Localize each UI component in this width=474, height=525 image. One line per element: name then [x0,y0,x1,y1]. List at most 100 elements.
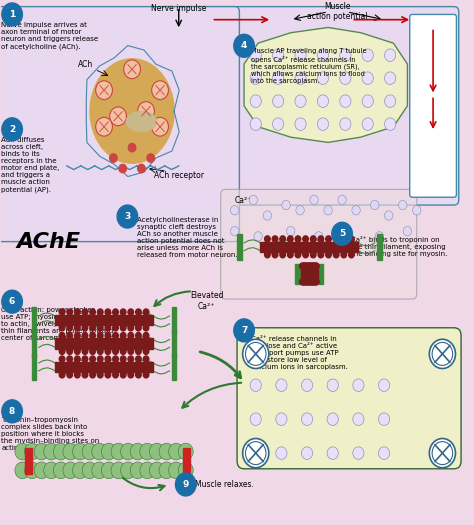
Circle shape [113,356,118,362]
Circle shape [384,211,393,220]
Circle shape [109,154,117,162]
Circle shape [287,226,295,236]
Circle shape [333,236,339,242]
Circle shape [429,339,456,369]
Circle shape [105,332,110,339]
Circle shape [67,356,73,362]
Circle shape [375,232,383,241]
Circle shape [82,332,88,339]
Circle shape [63,462,78,479]
Circle shape [301,379,313,392]
Bar [377,234,382,260]
Circle shape [120,332,126,339]
Circle shape [113,372,118,378]
Circle shape [175,473,196,496]
Circle shape [250,413,261,425]
Circle shape [98,309,103,315]
Bar [319,264,323,285]
Circle shape [301,279,307,285]
Circle shape [310,195,318,205]
Circle shape [74,324,80,331]
Bar [55,338,153,349]
Bar [260,242,358,252]
Circle shape [317,72,328,85]
Circle shape [120,356,126,362]
Circle shape [90,309,95,315]
Circle shape [362,118,374,130]
Circle shape [74,372,80,378]
Text: Muscle
action potential: Muscle action potential [307,2,368,22]
Circle shape [264,251,270,258]
Text: Ca²⁺ binds to troponin on
the thin filament, exposing
the binding site for myosi: Ca²⁺ binds to troponin on the thin filam… [351,236,448,257]
Circle shape [98,372,103,378]
Circle shape [230,206,239,215]
Circle shape [2,400,22,423]
Text: Muscle relaxes.: Muscle relaxes. [195,480,254,489]
Circle shape [230,226,239,236]
FancyBboxPatch shape [160,7,459,205]
Circle shape [250,95,261,108]
Polygon shape [244,27,408,142]
Circle shape [2,118,22,141]
Circle shape [327,379,338,392]
Circle shape [250,447,261,459]
Circle shape [326,251,331,258]
Circle shape [300,279,305,285]
Circle shape [327,413,338,425]
Circle shape [249,195,257,205]
Circle shape [82,309,88,315]
Circle shape [234,34,255,57]
Circle shape [384,118,396,130]
Bar [55,314,153,325]
Text: 9: 9 [182,480,189,489]
Circle shape [169,462,183,479]
Circle shape [25,462,39,479]
Circle shape [82,324,88,331]
Circle shape [353,447,364,459]
Circle shape [362,72,374,85]
Circle shape [90,332,95,339]
Circle shape [333,251,339,258]
Circle shape [105,324,110,331]
Circle shape [371,201,379,210]
Circle shape [326,236,331,242]
Bar [172,330,176,356]
Circle shape [384,95,396,108]
Circle shape [136,348,141,354]
Bar [295,264,300,285]
Circle shape [54,462,68,479]
Circle shape [302,279,308,285]
Circle shape [113,309,118,315]
Circle shape [254,232,262,241]
Circle shape [74,332,80,339]
Circle shape [15,462,30,479]
Circle shape [178,462,193,479]
Circle shape [34,462,49,479]
Text: Ca²⁺ release channels in
SR close and Ca²⁺ active
transport pumps use ATP
to res: Ca²⁺ release channels in SR close and Ca… [251,335,348,370]
Text: Nerve impulse: Nerve impulse [151,4,206,13]
Circle shape [273,95,284,108]
Circle shape [250,118,261,130]
Circle shape [301,413,313,425]
Circle shape [403,226,411,236]
Circle shape [276,379,287,392]
Circle shape [140,443,155,460]
Circle shape [67,332,73,339]
Circle shape [128,372,134,378]
Circle shape [317,95,328,108]
Circle shape [59,309,65,315]
Circle shape [273,72,284,85]
Circle shape [44,443,59,460]
Circle shape [111,443,126,460]
Circle shape [362,95,374,108]
Circle shape [384,72,396,85]
Circle shape [98,348,103,354]
FancyBboxPatch shape [221,190,417,299]
Circle shape [318,236,324,242]
Circle shape [362,49,374,61]
Circle shape [348,236,354,242]
Circle shape [343,226,351,236]
Text: ACh: ACh [78,59,93,69]
Circle shape [136,309,141,315]
Circle shape [288,236,293,242]
